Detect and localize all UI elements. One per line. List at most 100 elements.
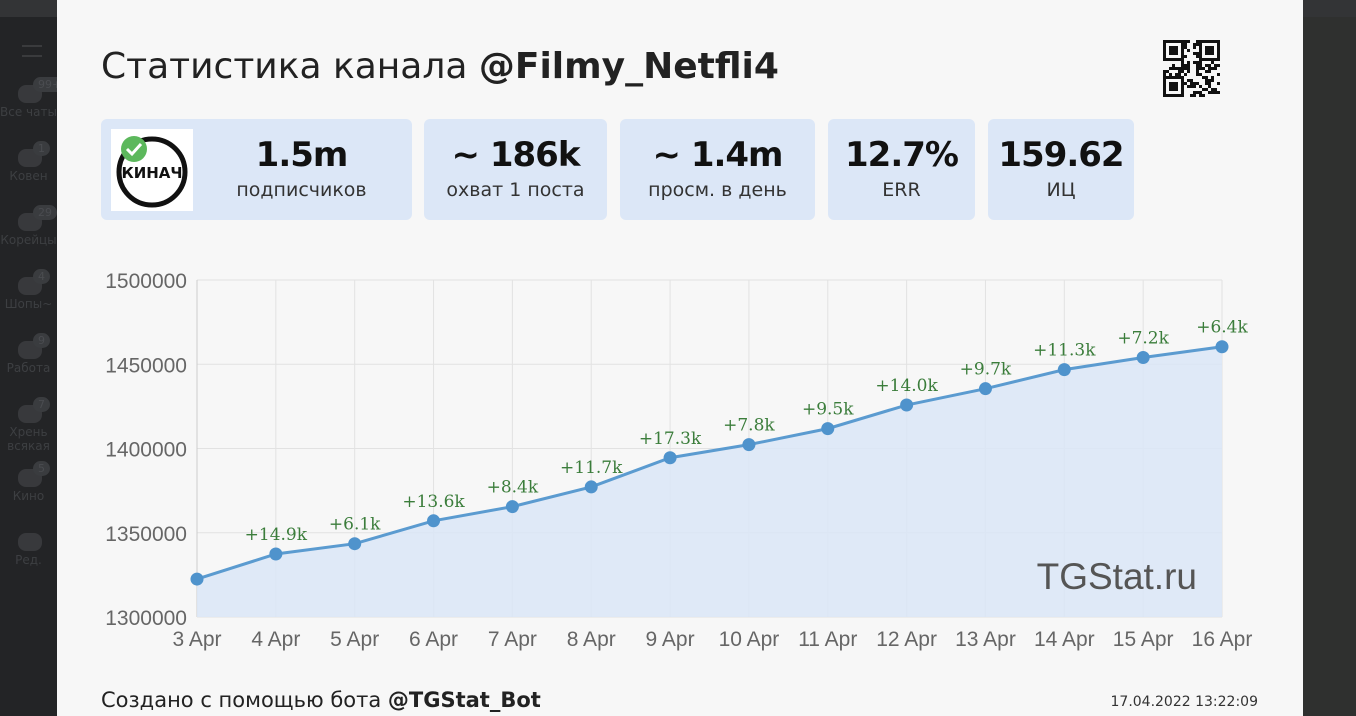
x-tick-label: 16 Apr xyxy=(1192,628,1253,651)
data-label: +11.7k xyxy=(560,458,623,478)
x-tick-label: 4 Apr xyxy=(251,628,300,651)
sidebar-folder[interactable]: Ред. xyxy=(0,533,57,567)
data-label: +7.2k xyxy=(1117,329,1169,349)
data-point xyxy=(663,451,677,465)
page-title: Статистика канала @Filmy_Netfli4 xyxy=(101,46,779,87)
x-tick-label: 3 Apr xyxy=(172,628,221,651)
menu-icon[interactable] xyxy=(22,45,42,57)
x-tick-label: 15 Apr xyxy=(1113,628,1174,651)
x-tick-label: 11 Apr xyxy=(798,628,857,651)
data-point xyxy=(505,500,519,514)
bot-link[interactable]: @TGStat_Bot xyxy=(387,688,541,712)
data-point xyxy=(427,514,441,528)
data-label: +6.1k xyxy=(329,515,381,535)
y-tick-label: 1400000 xyxy=(105,439,187,462)
avatar-text: КИНАЧ xyxy=(121,164,182,182)
stat-value: 159.62 xyxy=(998,135,1124,175)
subscribers-chart: 1300000 1350000 1400000 1450000 1500000 3 Apr… xyxy=(105,270,1253,651)
y-tick-label: 1500000 xyxy=(105,270,187,293)
unread-badge: 7 xyxy=(33,397,50,412)
stat-err: 12.7% ERR xyxy=(828,119,975,220)
unread-badge: 4 xyxy=(33,269,50,284)
data-point xyxy=(348,537,362,551)
data-point xyxy=(1057,363,1071,377)
x-tick-label: 10 Apr xyxy=(719,628,780,651)
data-label: +13.6k xyxy=(402,492,465,512)
x-tick-label: 13 Apr xyxy=(955,628,1016,651)
data-label: +17.3k xyxy=(639,429,702,449)
edit-folders-icon xyxy=(18,533,42,551)
unread-badge: 1 xyxy=(33,141,50,156)
timestamp: 17.04.2022 13:22:09 xyxy=(1110,694,1259,710)
data-point xyxy=(978,382,992,396)
sidebar-folder[interactable]: 7 Хрень всякая xyxy=(0,397,57,453)
sidebar-folder[interactable]: 29 Корейцы xyxy=(0,205,57,247)
data-point xyxy=(900,398,914,412)
data-point xyxy=(1136,351,1150,365)
stat-label: ERR xyxy=(882,179,921,201)
y-tick-label: 1450000 xyxy=(105,354,187,377)
x-tick-label: 5 Apr xyxy=(330,628,379,651)
stat-label: просм. в день xyxy=(648,179,787,201)
sidebar-folder[interactable]: 1 Ковен xyxy=(0,141,57,183)
channel-avatar: КИНАЧ xyxy=(111,129,193,211)
stat-reach: ~ 186k охват 1 поста xyxy=(424,119,607,220)
stat-value: 1.5m xyxy=(255,135,349,175)
stat-value: ~ 186k xyxy=(451,135,581,175)
data-label: +14.0k xyxy=(875,376,938,396)
folder-sidebar: 99+ Все чаты 1 Ковен 29 Корейцы 4 Шопы~ 9 Работа 7… xyxy=(0,17,67,716)
data-label: +8.4k xyxy=(487,478,539,498)
folder-label: Работа xyxy=(6,361,51,375)
x-tick-label: 8 Apr xyxy=(567,628,616,651)
x-tick-label: 6 Apr xyxy=(409,628,458,651)
folder-label: Шопы~ xyxy=(4,297,53,311)
data-point xyxy=(742,438,756,452)
folder-label: Хрень всякая xyxy=(7,425,50,453)
data-point xyxy=(821,422,835,436)
data-point xyxy=(269,547,283,561)
data-label: +6.4k xyxy=(1196,318,1248,338)
data-label: +9.7k xyxy=(960,360,1012,380)
channel-name: @Filmy_Netfli4 xyxy=(478,46,779,87)
data-point xyxy=(584,480,598,494)
folder-label: Все чаты xyxy=(0,105,57,119)
stat-subscribers: КИНАЧ 1.5m подписчиков xyxy=(101,119,412,220)
data-point xyxy=(1215,340,1229,354)
data-label: +11.3k xyxy=(1033,341,1096,361)
series-line xyxy=(196,345,1223,581)
qr-code-icon xyxy=(1163,40,1220,97)
stat-label: подписчиков xyxy=(236,179,367,201)
watermark: TGStat.ru xyxy=(1037,556,1197,597)
stat-value: ~ 1.4m xyxy=(652,135,784,175)
sidebar-folder[interactable]: 99+ Все чаты xyxy=(0,77,67,119)
stat-citation-index: 159.62 ИЦ xyxy=(988,119,1134,220)
sidebar-folder[interactable]: 9 Работа xyxy=(0,333,57,375)
data-label: +14.9k xyxy=(245,525,308,545)
folder-label: Кино xyxy=(12,489,45,503)
unread-badge: 5 xyxy=(33,461,50,476)
data-point xyxy=(190,572,204,586)
footer-text: Создано с помощью бота xyxy=(101,688,388,712)
stat-label: ИЦ xyxy=(1046,179,1076,201)
data-label: +9.5k xyxy=(802,400,854,420)
folder-label: Корейцы xyxy=(0,233,57,247)
unread-badge: 29 xyxy=(33,205,57,220)
stat-daily-views: ~ 1.4m просм. в день xyxy=(620,119,815,220)
footer-credit: Создано с помощью бота @TGStat_Bot xyxy=(101,688,541,712)
x-tick-label: 12 Apr xyxy=(876,628,937,651)
folder-label: Ред. xyxy=(15,553,42,567)
area-fill xyxy=(197,346,1222,617)
stats-card: Статистика канала @Filmy_Netfli4 КИНАЧ 1… xyxy=(57,0,1303,716)
y-tick-label: 1350000 xyxy=(105,523,187,546)
sidebar-folder[interactable]: 5 Кино xyxy=(0,461,57,503)
sidebar-folder[interactable]: 4 Шопы~ xyxy=(0,269,57,311)
stat-value: 12.7% xyxy=(845,135,959,175)
x-tick-label: 7 Apr xyxy=(488,628,537,651)
title-prefix: Статистика канала xyxy=(101,46,479,87)
data-label: +7.8k xyxy=(723,416,775,436)
y-tick-label: 1300000 xyxy=(105,607,187,630)
unread-badge: 9 xyxy=(33,333,50,348)
x-tick-label: 9 Apr xyxy=(646,628,695,651)
x-tick-label: 14 Apr xyxy=(1034,628,1095,651)
folder-label: Ковен xyxy=(9,169,48,183)
